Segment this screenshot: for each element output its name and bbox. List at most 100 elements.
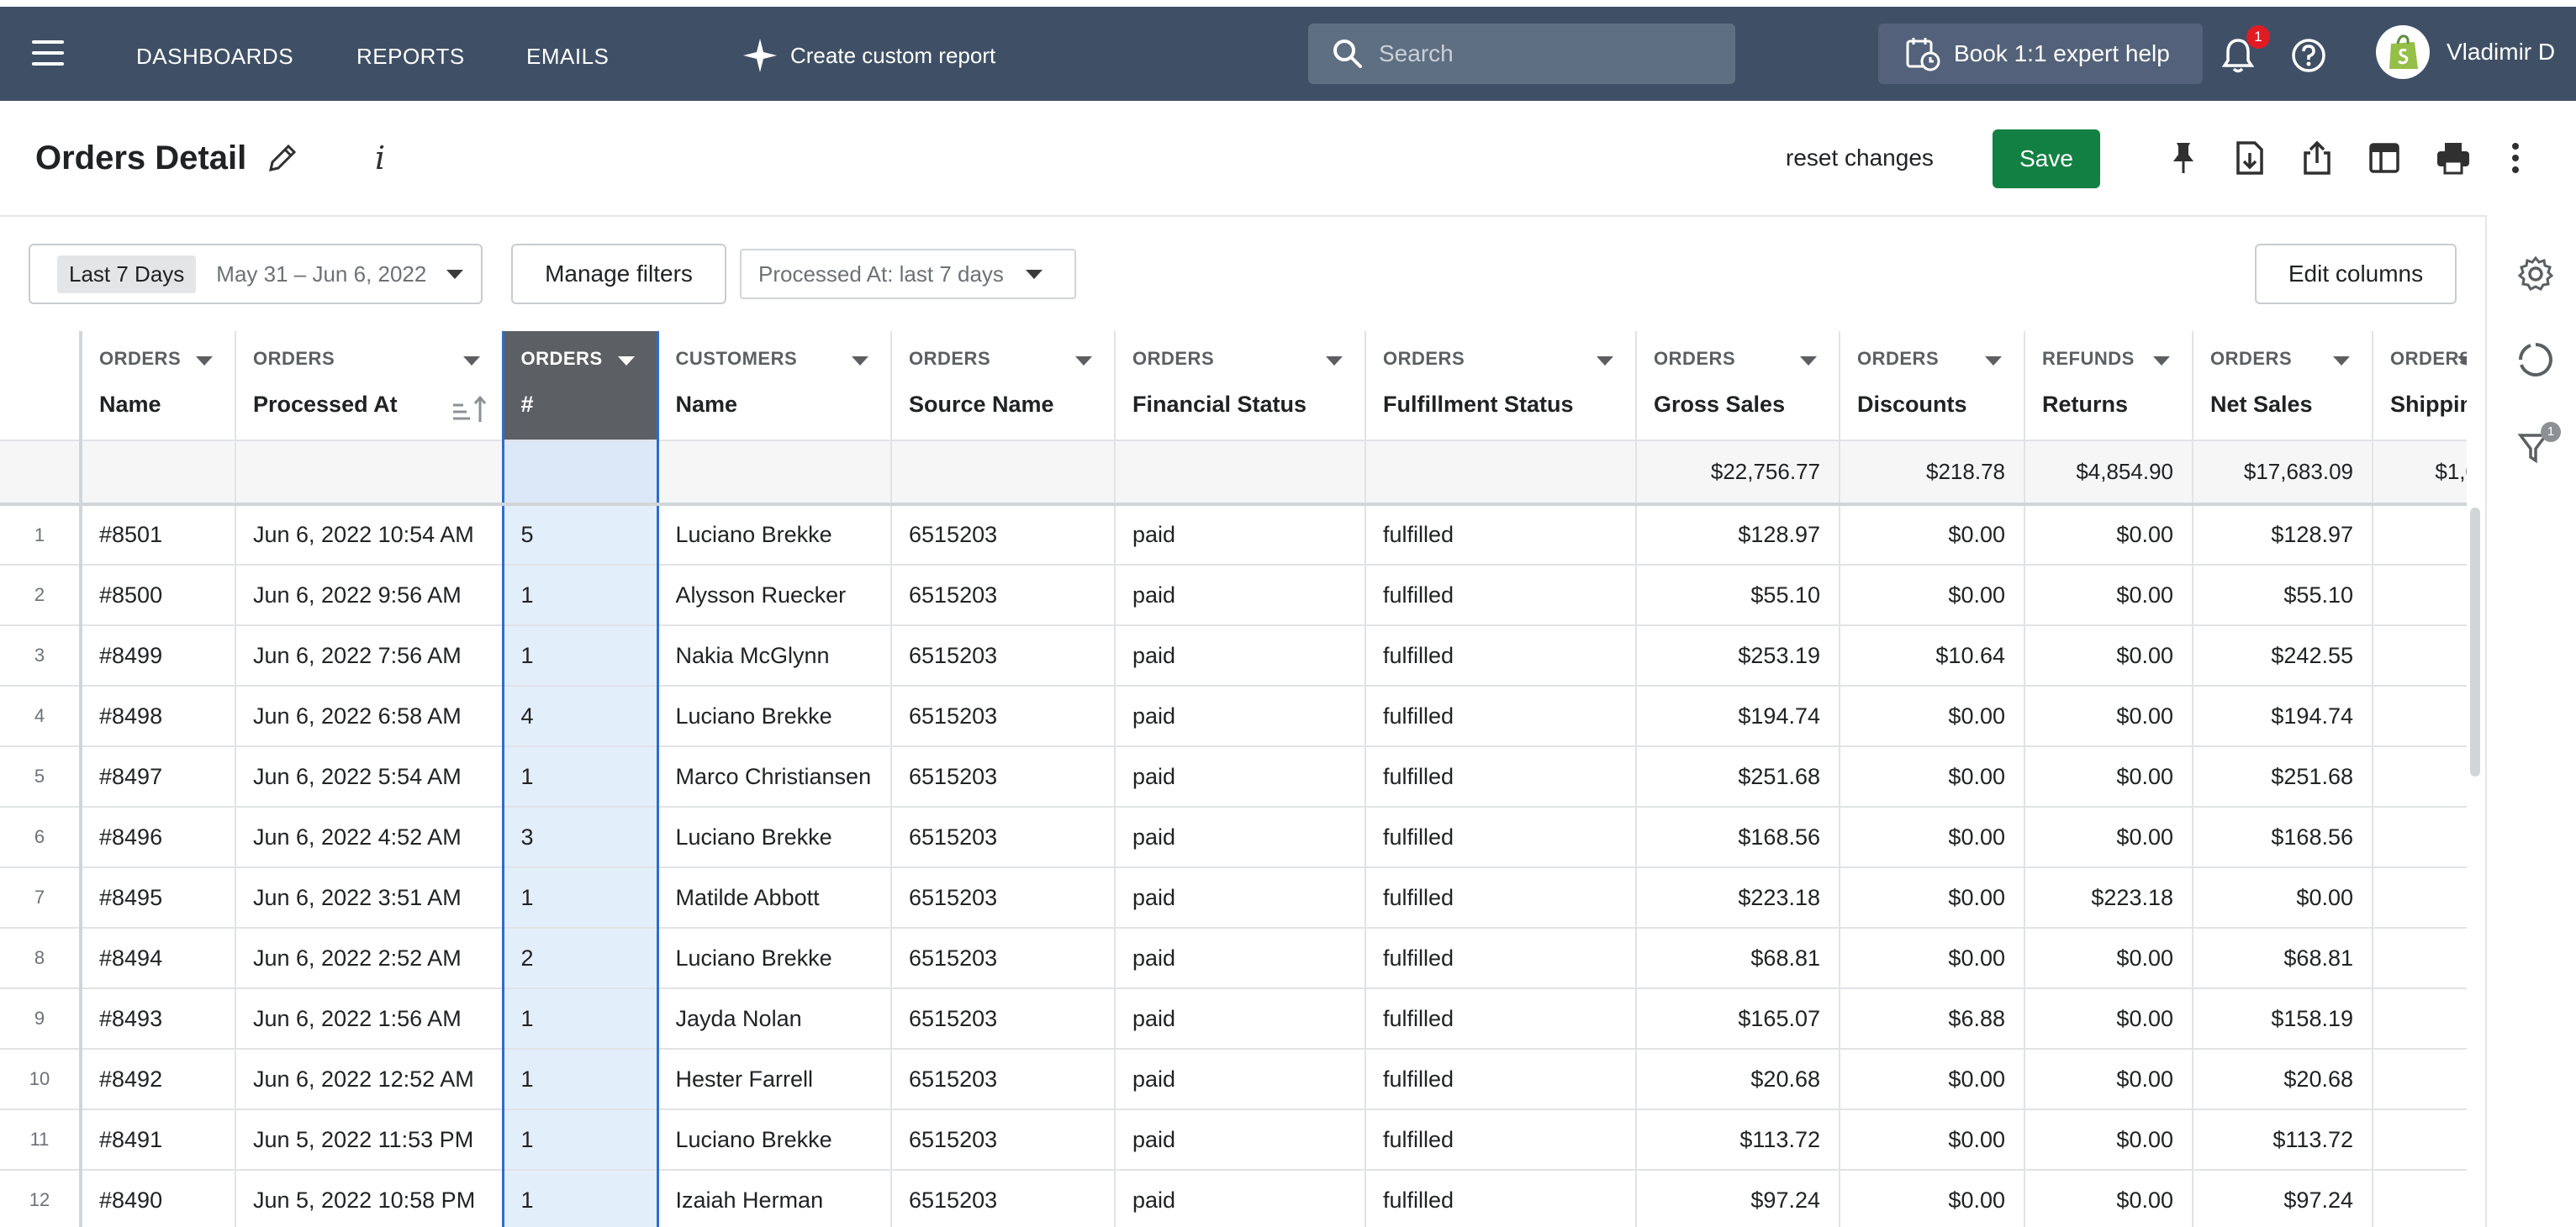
table-cell[interactable]: $0.00: [2024, 746, 2193, 808]
table-cell[interactable]: $0.00: [1840, 746, 2025, 808]
table-cell[interactable]: 6515203: [891, 1170, 1116, 1227]
table-cell[interactable]: $165.07: [1636, 988, 1840, 1050]
table-cell[interactable]: fulfilled: [1365, 867, 1637, 929]
table-cell[interactable]: $158.19: [2193, 988, 2373, 1050]
table-cell[interactable]: Matilde Abbott: [657, 867, 892, 929]
help-icon[interactable]: [2290, 37, 2327, 74]
table-cell[interactable]: $0.00: [2024, 1109, 2193, 1171]
table-cell[interactable]: 1: [501, 565, 659, 626]
column-menu-caret-icon[interactable]: [617, 356, 635, 366]
table-cell[interactable]: #8495: [81, 867, 236, 929]
column-header[interactable]: ORDERS Discounts: [1840, 331, 2025, 441]
table-cell[interactable]: paid: [1115, 867, 1366, 929]
table-cell[interactable]: #8501: [81, 504, 236, 566]
search-box[interactable]: [1308, 24, 1735, 84]
table-row[interactable]: 6 #8496 Jun 6, 2022 4:52 AM 3 Luciano Brekke…: [0, 807, 2467, 868]
table-cell[interactable]: 6515203: [891, 807, 1116, 868]
table-cell[interactable]: Jun 6, 2022 9:56 AM: [235, 565, 504, 626]
table-cell[interactable]: fulfilled: [1365, 988, 1637, 1050]
table-cell[interactable]: $223.18: [2024, 867, 2193, 929]
table-row[interactable]: 9 #8493 Jun 6, 2022 1:56 AM 1 Jayda Nolan 651…: [0, 988, 2467, 1050]
column-menu-caret-icon[interactable]: [1326, 356, 1343, 366]
table-cell[interactable]: #8500: [81, 565, 236, 626]
table-cell[interactable]: 6515203: [891, 565, 1116, 626]
vertical-scrollbar[interactable]: [2470, 508, 2480, 777]
table-cell[interactable]: $0.00: [2024, 565, 2193, 626]
print-icon[interactable]: [2435, 140, 2472, 176]
table-cell[interactable]: $168.56: [2193, 807, 2373, 868]
table-cell[interactable]: Jun 5, 2022 11:53 PM: [235, 1109, 504, 1171]
table-cell[interactable]: 6515203: [891, 686, 1116, 747]
processed-at-filter[interactable]: Processed At: last 7 days: [740, 249, 1076, 299]
table-cell[interactable]: #8499: [81, 625, 236, 687]
table-row[interactable]: 2 #8500 Jun 6, 2022 9:56 AM 1 Alysson Ruecke…: [0, 565, 2467, 626]
table-cell[interactable]: [2373, 686, 2467, 747]
table-cell[interactable]: $128.97: [1636, 504, 1840, 566]
column-menu-caret-icon[interactable]: [2457, 356, 2467, 366]
table-cell[interactable]: [2373, 565, 2467, 626]
download-icon[interactable]: [2233, 140, 2267, 176]
table-cell[interactable]: Luciano Brekke: [657, 686, 892, 747]
table-cell[interactable]: fulfilled: [1365, 686, 1637, 747]
table-cell[interactable]: $10.64: [1840, 625, 2025, 687]
table-cell[interactable]: $0.00: [2024, 1049, 2193, 1110]
table-cell[interactable]: $194.74: [2193, 686, 2373, 747]
column-menu-caret-icon[interactable]: [462, 356, 480, 366]
table-row[interactable]: 10 #8492 Jun 6, 2022 12:52 AM 1 Hester Farre…: [0, 1049, 2467, 1110]
table-cell[interactable]: Luciano Brekke: [657, 928, 892, 989]
table-cell[interactable]: $251.68: [2193, 746, 2373, 808]
table-cell[interactable]: Hester Farrell: [657, 1049, 892, 1110]
table-cell[interactable]: $253.19: [1636, 625, 1840, 687]
table-cell[interactable]: Jun 6, 2022 3:51 AM: [235, 867, 504, 929]
table-cell[interactable]: $251.68: [1636, 746, 1840, 808]
reset-changes-link[interactable]: reset changes: [1786, 145, 1934, 171]
sort-ascending-icon[interactable]: [451, 393, 490, 425]
column-header[interactable]: ORDERS Shippin: [2373, 331, 2467, 441]
table-cell[interactable]: $0.00: [2024, 1170, 2193, 1227]
table-cell[interactable]: paid: [1115, 746, 1366, 808]
table-cell[interactable]: [2373, 1170, 2467, 1227]
nav-reports[interactable]: REPORTS: [356, 44, 465, 69]
table-cell[interactable]: #8490: [81, 1170, 236, 1227]
table-cell[interactable]: 1: [501, 625, 659, 687]
table-cell[interactable]: [2373, 625, 2467, 687]
table-cell[interactable]: paid: [1115, 686, 1366, 747]
nav-emails[interactable]: EMAILS: [526, 44, 610, 69]
table-cell[interactable]: #8493: [81, 988, 236, 1050]
table-cell[interactable]: $97.24: [1636, 1170, 1840, 1227]
table-cell[interactable]: $0.00: [1840, 1109, 2025, 1171]
table-cell[interactable]: $0.00: [2024, 686, 2193, 747]
table-layout-icon[interactable]: [2367, 140, 2401, 176]
table-cell[interactable]: [2373, 746, 2467, 808]
table-cell[interactable]: 6515203: [891, 1109, 1116, 1171]
table-cell[interactable]: fulfilled: [1365, 807, 1637, 868]
settings-gear-icon[interactable]: [2517, 255, 2554, 292]
info-icon[interactable]: i: [375, 140, 386, 176]
table-cell[interactable]: 6515203: [891, 988, 1116, 1050]
column-header[interactable]: ORDERS Source Name: [891, 331, 1116, 441]
menu-icon[interactable]: [32, 40, 64, 66]
create-custom-report-button[interactable]: Create custom report: [742, 37, 995, 74]
table-cell[interactable]: #8497: [81, 746, 236, 808]
table-cell[interactable]: $223.18: [1636, 867, 1840, 929]
column-menu-caret-icon[interactable]: [1800, 356, 1817, 366]
table-cell[interactable]: Jun 6, 2022 6:58 AM: [235, 686, 504, 747]
table-cell[interactable]: $55.10: [2193, 565, 2373, 626]
column-header[interactable]: CUSTOMERS Name: [657, 331, 892, 441]
table-cell[interactable]: $55.10: [1636, 565, 1840, 626]
table-cell[interactable]: $242.55: [2193, 625, 2373, 687]
table-cell[interactable]: 6515203: [891, 928, 1116, 989]
column-header[interactable]: ORDERS Fulfillment Status: [1365, 331, 1637, 441]
table-cell[interactable]: Izaiah Herman: [657, 1170, 892, 1227]
table-cell[interactable]: [2373, 867, 2467, 929]
table-row[interactable]: 3 #8499 Jun 6, 2022 7:56 AM 1 Nakia McGlynn 6…: [0, 625, 2467, 687]
table-cell[interactable]: #8492: [81, 1049, 236, 1110]
chart-donut-icon[interactable]: [2517, 341, 2554, 378]
table-cell[interactable]: 1: [501, 1170, 659, 1227]
table-cell[interactable]: 2: [501, 928, 659, 989]
table-cell[interactable]: fulfilled: [1365, 1109, 1637, 1171]
table-cell[interactable]: $0.00: [2024, 928, 2193, 989]
table-cell[interactable]: Luciano Brekke: [657, 504, 892, 566]
table-row[interactable]: 12 #8490 Jun 5, 2022 10:58 PM 1 Izaiah Herma…: [0, 1170, 2467, 1227]
table-cell[interactable]: Jun 6, 2022 2:52 AM: [235, 928, 504, 989]
